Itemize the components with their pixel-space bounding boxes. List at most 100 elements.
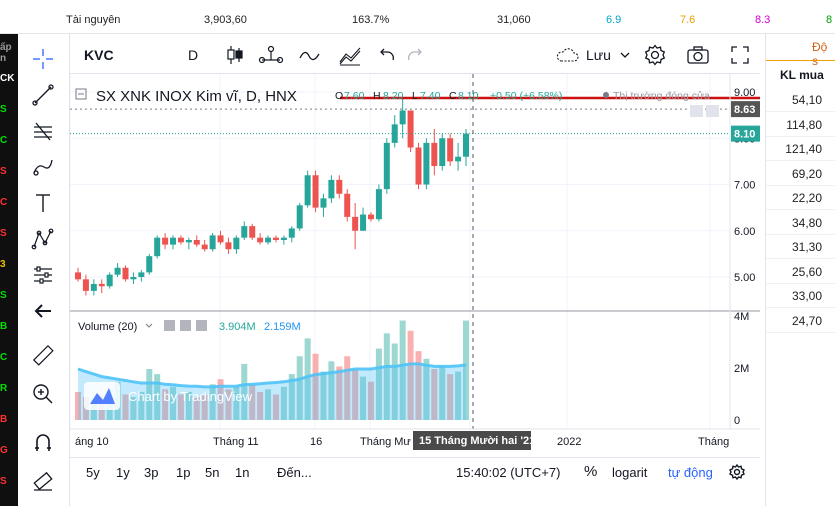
legend-title[interactable]: SX XNK INOX Kim vĩ, D, HNX xyxy=(96,88,297,105)
range-3p[interactable]: 3p xyxy=(144,465,159,480)
candle xyxy=(375,184,382,222)
candle xyxy=(447,133,454,166)
range-1n[interactable]: 1n xyxy=(235,465,250,480)
candle xyxy=(312,170,319,213)
volume-ma-value: 2.159M xyxy=(264,321,301,333)
settings-icon[interactable] xyxy=(180,320,191,331)
order-book-row: 121,40 xyxy=(766,137,835,161)
candle xyxy=(328,175,335,203)
auto-toggle[interactable]: tự động xyxy=(668,465,713,480)
candle-body xyxy=(114,267,121,275)
candle-body xyxy=(154,237,161,257)
gear-icon[interactable] xyxy=(729,463,745,483)
candles-icon[interactable] xyxy=(225,44,245,66)
trendline-icon[interactable] xyxy=(28,80,58,110)
price-chart[interactable]: SX XNK INOX Kim vĩ, D, HNX O 7.60 H 8.20… xyxy=(70,74,760,459)
magnet-icon[interactable] xyxy=(28,428,58,458)
indicators-line-icon[interactable] xyxy=(298,44,320,66)
interval-button[interactable]: D xyxy=(188,47,199,63)
back-arrow-icon[interactable] xyxy=(28,296,58,326)
candle-body xyxy=(439,138,446,166)
settings-gear-icon[interactable] xyxy=(644,44,666,66)
candle xyxy=(138,270,145,282)
strip-item: R xyxy=(0,383,8,394)
crosshair-icon[interactable] xyxy=(28,44,58,74)
percent-toggle[interactable]: % xyxy=(584,463,598,480)
range-5y[interactable]: 5y xyxy=(86,465,100,480)
volume-bar xyxy=(367,381,374,420)
time-axis[interactable]: áng 10 Tháng 11 16 Tháng Mư 2022 Tháng 15 Thán… xyxy=(75,431,729,450)
svg-text:+0.50 (+6.58%): +0.50 (+6.58%) xyxy=(490,90,562,102)
log-toggle[interactable]: logarit xyxy=(612,465,648,480)
clock-time[interactable]: 15:40:02 (UTC+7) xyxy=(456,465,561,480)
brush-icon[interactable] xyxy=(28,152,58,182)
chart-header-toolbar: KVC D Lưu xyxy=(70,34,760,74)
volume-bar xyxy=(225,389,232,420)
time-tick: Tháng 11 xyxy=(213,436,259,448)
volume-bar xyxy=(423,358,430,420)
candle xyxy=(130,272,137,284)
volume-bar xyxy=(257,391,264,420)
range-5n[interactable]: 5n xyxy=(205,465,220,480)
volume-title[interactable]: Volume (20) xyxy=(78,321,137,333)
volume-legend: Volume (20) 3.904M 2.159M xyxy=(78,320,301,333)
chevron-down-icon[interactable] xyxy=(145,323,153,328)
tradingview-watermark[interactable]: Chart by TradingView xyxy=(84,382,253,410)
compare-icon[interactable] xyxy=(258,44,284,66)
volume-bar xyxy=(296,356,303,420)
redo-icon[interactable] xyxy=(406,44,424,66)
legend-toggle-icon[interactable] xyxy=(75,88,87,100)
svg-text:C: C xyxy=(449,90,457,102)
undo-icon[interactable] xyxy=(378,44,396,66)
volume-bar xyxy=(375,348,382,420)
eraser-icon[interactable] xyxy=(28,466,58,496)
strip-item: ấp n xyxy=(0,42,12,64)
candle xyxy=(162,233,169,250)
candle-body xyxy=(106,274,113,287)
candle xyxy=(170,235,177,250)
goto-date-button[interactable]: Đến... xyxy=(277,465,312,480)
close-icon[interactable] xyxy=(196,320,207,331)
candle-body xyxy=(98,283,105,287)
volume-bar xyxy=(304,338,311,420)
strip-item: S xyxy=(0,104,7,115)
strip-item: S xyxy=(0,476,7,487)
candle xyxy=(265,235,272,245)
symbol-search[interactable]: KVC xyxy=(84,47,114,63)
fib-icon[interactable] xyxy=(28,116,58,146)
candle xyxy=(209,233,216,252)
templates-icon[interactable] xyxy=(338,44,362,66)
fullscreen-icon[interactable] xyxy=(730,44,750,66)
eye-icon[interactable] xyxy=(164,320,175,331)
camera-icon[interactable] xyxy=(686,44,710,66)
time-tick: 16 xyxy=(310,436,322,448)
candle xyxy=(296,203,303,231)
range-1y[interactable]: 1y xyxy=(116,465,130,480)
cloud-icon[interactable] xyxy=(554,44,580,66)
row-cell: 31,060 xyxy=(497,14,531,26)
pattern-icon[interactable] xyxy=(28,224,58,254)
candle-body xyxy=(312,175,319,208)
candle-body xyxy=(170,237,177,245)
price-badge-high xyxy=(731,101,760,118)
chevron-down-icon[interactable] xyxy=(620,44,630,66)
ruler-icon[interactable] xyxy=(28,340,58,370)
price-badge-last xyxy=(731,125,760,142)
order-book-row: 34,80 xyxy=(766,211,835,235)
column-header[interactable]: KL mua xyxy=(780,68,824,82)
volume-bar xyxy=(447,374,454,420)
zoom-in-icon[interactable] xyxy=(28,379,58,409)
column-header-cut[interactable]: Độ s xyxy=(812,40,828,68)
candle-body xyxy=(336,179,343,194)
price-badge-high-text: 8.63 xyxy=(734,104,755,116)
candle xyxy=(193,235,200,247)
text-icon[interactable] xyxy=(28,188,58,218)
range-1p[interactable]: 1p xyxy=(176,465,191,480)
order-book-row: 114,80 xyxy=(766,113,835,137)
prediction-icon[interactable] xyxy=(28,260,58,290)
save-button[interactable]: Lưu xyxy=(586,47,611,63)
time-tick: 2022 xyxy=(557,436,581,448)
volume-bar xyxy=(352,369,359,420)
tab-underline xyxy=(766,60,835,61)
